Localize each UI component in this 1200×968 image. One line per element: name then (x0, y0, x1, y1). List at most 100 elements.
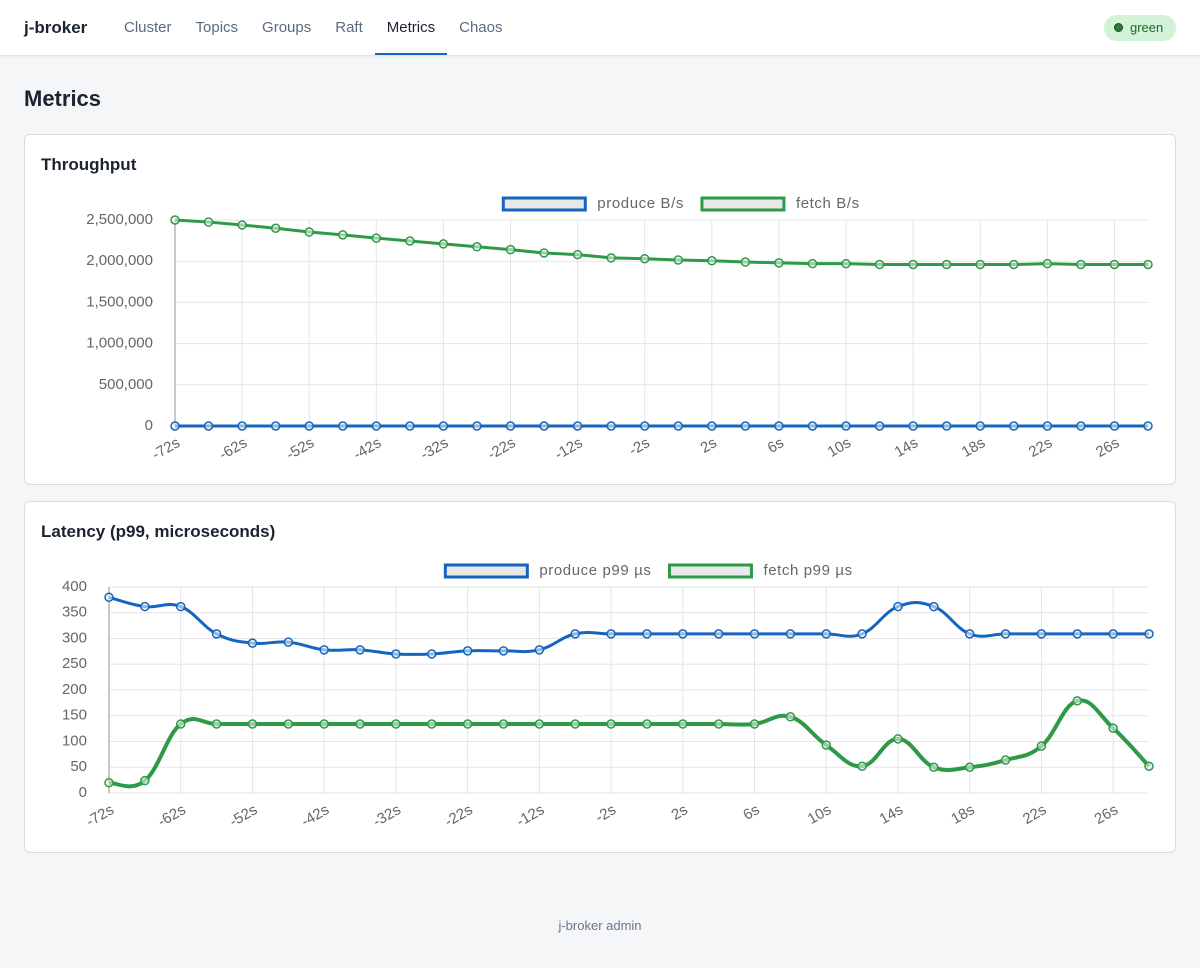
x-tick-label: 10s (805, 801, 834, 828)
data-point (539, 248, 549, 258)
data-point (237, 421, 247, 431)
y-tick-label: 1,500,000 (86, 293, 153, 310)
y-tick-label: 400 (62, 578, 87, 595)
x-tick-label: -52s (283, 434, 317, 463)
data-point (1109, 259, 1120, 270)
legend-swatch (443, 563, 529, 579)
legend-label: fetch B/s (796, 195, 860, 212)
x-tick-label: -2s (626, 434, 653, 459)
nav-item[interactable]: Groups (262, 19, 312, 36)
x-tick-label: -22s (485, 434, 519, 463)
data-point (472, 242, 482, 252)
data-point (749, 629, 760, 639)
data-point (807, 421, 818, 431)
nav-item[interactable]: Metrics (374, 0, 448, 55)
nav-item[interactable]: Raft (335, 19, 363, 36)
data-point (170, 421, 180, 431)
data-point (1042, 258, 1053, 269)
data-point (1144, 761, 1154, 771)
y-tick-label: 150 (62, 707, 87, 724)
data-point (572, 249, 583, 260)
data-point (749, 719, 760, 729)
chart: 0 50 100 150 200 250 300 350 400 -72s -62s -52s -42s… (62, 562, 1154, 830)
data-point (104, 592, 114, 603)
chart-card: Throughput 0 500,000 1,000,000 1,500,000 2,0… (24, 134, 1176, 485)
data-point (283, 719, 294, 729)
x-tick-label: -2s (593, 801, 620, 826)
y-tick-label: 250 (62, 655, 87, 672)
data-point (941, 259, 952, 270)
y-tick-label: 0 (145, 417, 153, 434)
data-point (203, 217, 214, 227)
x-tick-label: 26s (1092, 801, 1121, 828)
series-line (108, 698, 1151, 789)
data-point (673, 255, 684, 265)
data-point (908, 421, 918, 431)
y-tick-label: 1,000,000 (86, 335, 153, 352)
x-tick-label: 6s (765, 434, 787, 457)
data-point (570, 629, 580, 639)
status-badge: green (1104, 15, 1176, 41)
data-point (785, 629, 796, 639)
data-point (821, 629, 831, 639)
data-point (1042, 421, 1053, 431)
data-point (570, 719, 580, 729)
status-text: green (1130, 20, 1164, 35)
x-tick-label: -52s (227, 801, 261, 830)
nav-item[interactable]: Topics (195, 19, 239, 36)
data-point (319, 719, 329, 729)
x-tick-label: 18s (959, 434, 988, 461)
data-point (270, 421, 281, 431)
data-point (1072, 629, 1083, 639)
data-point (472, 421, 482, 431)
chart-card: Latency (p99, microseconds) 0 50 100 150 200… (24, 501, 1176, 853)
data-point (371, 233, 382, 243)
data-point (639, 253, 650, 264)
data-point (1036, 629, 1047, 639)
legend: produce p99 µs fetch p99 µs (443, 562, 852, 579)
data-point (427, 649, 437, 659)
x-tick-label: -42s (351, 434, 385, 463)
x-tick-label: 14s (877, 801, 906, 828)
data-point (498, 719, 509, 729)
data-point (104, 777, 114, 788)
data-point (713, 719, 724, 729)
x-tick-label: 10s (825, 434, 854, 461)
data-point (175, 601, 186, 612)
data-point (785, 712, 796, 722)
series-line (174, 218, 1148, 266)
y-tick-label: 200 (62, 681, 87, 698)
legend: produce B/s fetch B/s (501, 195, 860, 212)
data-point (140, 775, 150, 786)
data-point (857, 761, 867, 771)
nav-item[interactable]: Cluster (124, 19, 172, 36)
x-tick-label: -62s (216, 434, 250, 463)
data-point (807, 258, 818, 269)
data-point (678, 719, 688, 729)
x-tick-label: 14s (892, 434, 921, 461)
legend-swatch (501, 196, 587, 212)
data-point (505, 244, 516, 255)
data-point (893, 601, 903, 612)
x-tick-label: -72s (83, 801, 117, 830)
data-point (534, 719, 545, 729)
nav-item[interactable]: Chaos (459, 19, 503, 36)
data-point (462, 719, 473, 729)
brand[interactable]: j-broker (24, 18, 88, 37)
data-point (929, 762, 939, 772)
status-dot (1114, 23, 1123, 32)
data-point (908, 259, 918, 270)
data-point (247, 638, 258, 648)
x-tick-label: -12s (514, 801, 548, 830)
data-point (874, 421, 885, 431)
data-point (1109, 421, 1120, 431)
data-point (355, 719, 365, 729)
data-point (964, 629, 975, 639)
data-point (707, 421, 717, 431)
data-point (211, 719, 222, 729)
data-point (1000, 629, 1011, 639)
x-tick-label: 22s (1020, 801, 1049, 828)
footer: j-broker admin (558, 918, 642, 933)
x-tick-label: -22s (442, 801, 476, 830)
